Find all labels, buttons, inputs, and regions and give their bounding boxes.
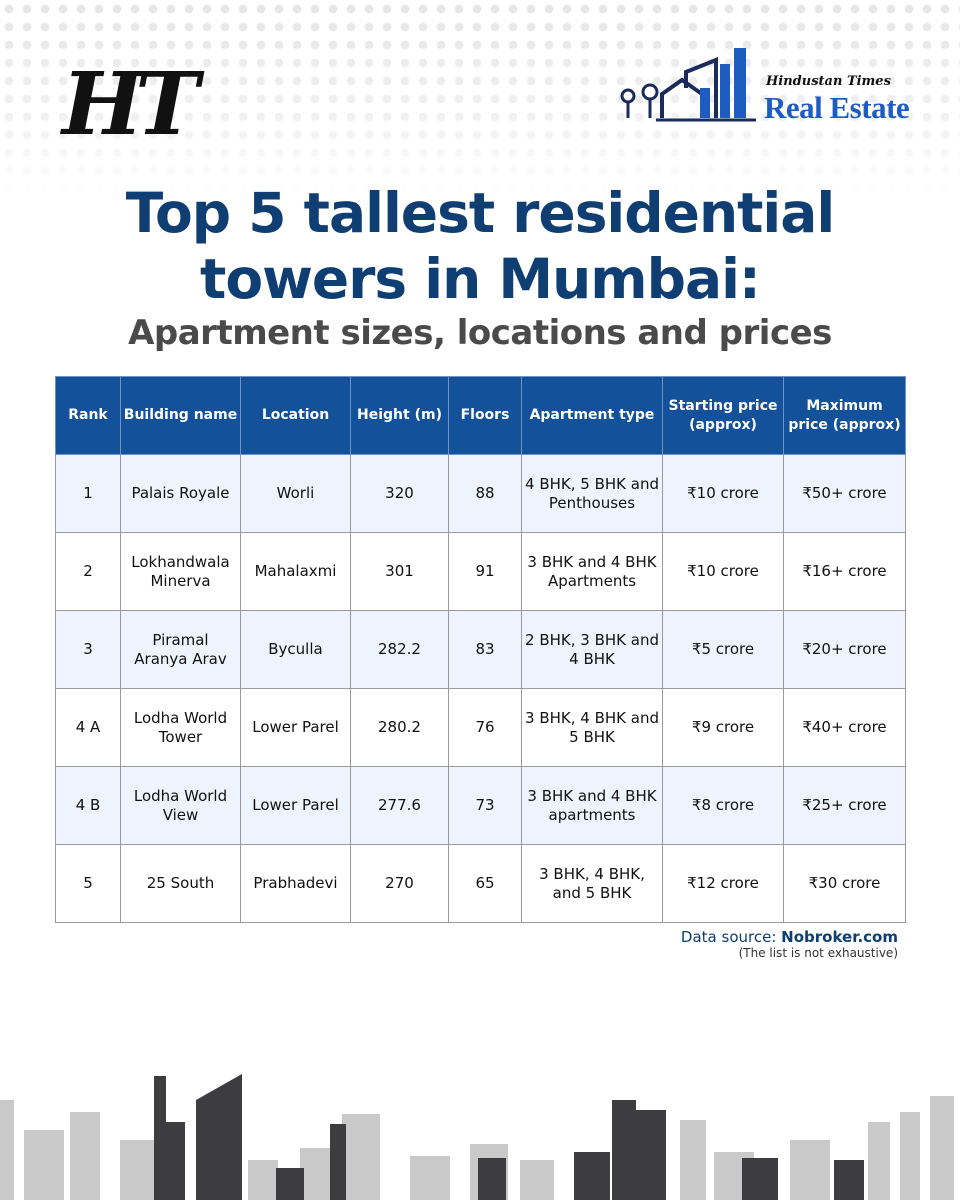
cell-rank: 1 xyxy=(55,454,121,533)
cell-location: Lower Parel xyxy=(240,766,351,845)
header-location: Location xyxy=(240,376,351,455)
cell-floors: 83 xyxy=(448,610,522,689)
table-row: 1 Palais Royale Worli 320 88 4 BHK, 5 BH… xyxy=(55,454,906,533)
disclaimer-note: (The list is not exhaustive) xyxy=(738,946,898,960)
dotted-background xyxy=(0,0,960,200)
header-height: Height (m) xyxy=(350,376,449,455)
cell-rank: 3 xyxy=(55,610,121,689)
cell-apartment-type: 3 BHK, 4 BHK and 5 BHK xyxy=(521,688,663,767)
cell-height: 282.2 xyxy=(350,610,449,689)
cell-building-name: Lokhandwala Minerva xyxy=(120,532,241,611)
cell-rank: 5 xyxy=(55,844,121,923)
page-title: Top 5 tallest residential towers in Mumb… xyxy=(0,180,960,312)
cell-height: 301 xyxy=(350,532,449,611)
cell-floors: 91 xyxy=(448,532,522,611)
cell-apartment-type: 3 BHK, 4 BHK, and 5 BHK xyxy=(521,844,663,923)
title-line-2: towers in Mumbai: xyxy=(200,247,761,311)
cell-location: Prabhadevi xyxy=(240,844,351,923)
cell-height: 270 xyxy=(350,844,449,923)
source-label: Data source: xyxy=(680,928,777,946)
cell-height: 320 xyxy=(350,454,449,533)
cell-apartment-type: 2 BHK, 3 BHK and 4 BHK xyxy=(521,610,663,689)
cell-starting-price: ₹8 crore xyxy=(662,766,784,845)
cell-starting-price: ₹12 crore xyxy=(662,844,784,923)
source-name: Nobroker.com xyxy=(781,928,898,946)
cell-building-name: Lodha World View xyxy=(120,766,241,845)
cell-building-name: Piramal Aranya Arav xyxy=(120,610,241,689)
cell-starting-price: ₹10 crore xyxy=(662,532,784,611)
cell-building-name: Palais Royale xyxy=(120,454,241,533)
cell-floors: 73 xyxy=(448,766,522,845)
table-row: 4 B Lodha World View Lower Parel 277.6 73… xyxy=(55,766,906,845)
cell-location: Lower Parel xyxy=(240,688,351,767)
table-row: 3 Piramal Aranya Arav Byculla 282.2 83 2 … xyxy=(55,610,906,689)
cell-apartment-type: 3 BHK and 4 BHK apartments xyxy=(521,766,663,845)
cell-building-name: Lodha World Tower xyxy=(120,688,241,767)
cell-maximum-price: ₹20+ crore xyxy=(783,610,906,689)
table-row: 2 Lokhandwala Minerva Mahalaxmi 301 91 3 … xyxy=(55,532,906,611)
header-rank: Rank xyxy=(55,376,121,455)
cell-height: 277.6 xyxy=(350,766,449,845)
cell-rank: 4 A xyxy=(55,688,121,767)
cell-maximum-price: ₹16+ crore xyxy=(783,532,906,611)
brand-big-text: Real Estate xyxy=(764,90,910,125)
cell-floors: 65 xyxy=(448,844,522,923)
cell-rank: 4 B xyxy=(55,766,121,845)
cell-building-name: 25 South xyxy=(120,844,241,923)
cell-location: Mahalaxmi xyxy=(240,532,351,611)
page-subtitle: Apartment sizes, locations and prices xyxy=(128,313,832,353)
real-estate-logo: Hindustan Times Real Estate xyxy=(616,42,926,128)
table-row: 4 A Lodha World Tower Lower Parel 280.2 7… xyxy=(55,688,906,767)
cell-floors: 76 xyxy=(448,688,522,767)
cell-height: 280.2 xyxy=(350,688,449,767)
cell-starting-price: ₹9 crore xyxy=(662,688,784,767)
cell-location: Byculla xyxy=(240,610,351,689)
header-apartment-type: Apartment type xyxy=(521,376,663,455)
cell-maximum-price: ₹40+ crore xyxy=(783,688,906,767)
ht-logo: HT xyxy=(62,54,199,155)
header-building-name: Building name xyxy=(120,376,241,455)
table-header-row: Rank Building name Location Height (m) F… xyxy=(55,376,906,455)
cell-rank: 2 xyxy=(55,532,121,611)
city-skyline-illustration xyxy=(0,1074,954,1200)
brand-small-text: Hindustan Times xyxy=(766,74,891,89)
cell-starting-price: ₹5 crore xyxy=(662,610,784,689)
cell-maximum-price: ₹50+ crore xyxy=(783,454,906,533)
buildings-icon xyxy=(620,48,756,122)
header-starting-price: Starting price (approx) xyxy=(662,376,784,455)
cell-apartment-type: 3 BHK and 4 BHK Apartments xyxy=(521,532,663,611)
data-source: Data source: Nobroker.com xyxy=(681,928,898,946)
title-line-1: Top 5 tallest residential xyxy=(125,181,835,245)
cell-apartment-type: 4 BHK, 5 BHK and Penthouses xyxy=(521,454,663,533)
header-floors: Floors xyxy=(448,376,522,455)
cell-maximum-price: ₹25+ crore xyxy=(783,766,906,845)
table-row: 5 25 South Prabhadevi 270 65 3 BHK, 4 BH… xyxy=(55,844,906,923)
cell-location: Worli xyxy=(240,454,351,533)
cell-maximum-price: ₹30 crore xyxy=(783,844,906,923)
towers-table: Rank Building name Location Height (m) F… xyxy=(55,376,906,923)
cell-floors: 88 xyxy=(448,454,522,533)
cell-starting-price: ₹10 crore xyxy=(662,454,784,533)
header-maximum-price: Maximum price (approx) xyxy=(783,376,906,455)
